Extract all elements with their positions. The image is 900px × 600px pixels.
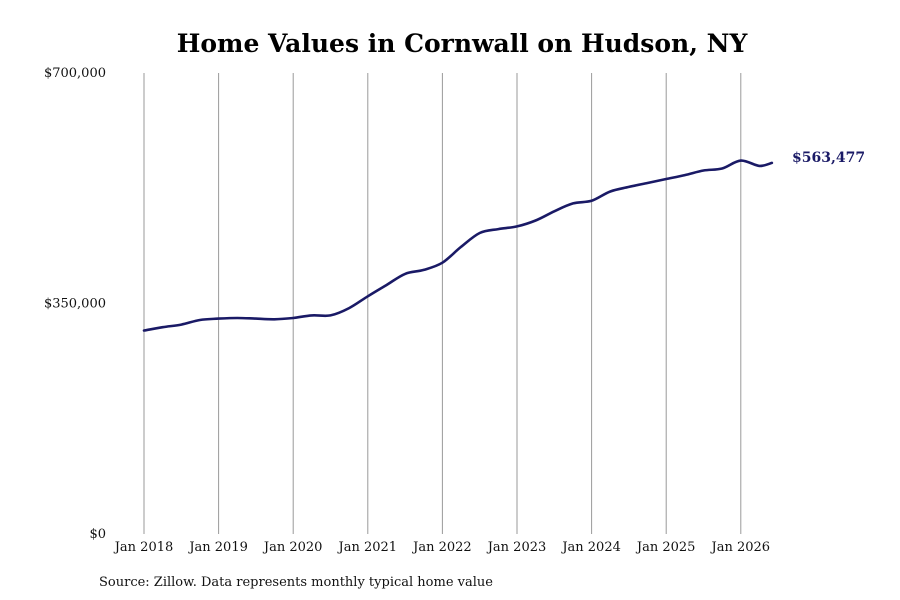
x-tick-label: Jan 2022 (411, 540, 472, 555)
x-tick-label: Jan 2021 (337, 540, 398, 555)
x-tick-label: Jan 2020 (262, 540, 323, 555)
x-tick-label: Jan 2024 (560, 540, 621, 555)
y-tick-label: $700,000 (44, 66, 106, 81)
source-note: Source: Zillow. Data represents monthly … (99, 575, 493, 590)
x-tick-label: Jan 2018 (113, 540, 174, 555)
x-tick-label: Jan 2023 (486, 540, 547, 555)
grid-layer (143, 73, 742, 534)
x-tick-label: Jan 2025 (635, 540, 696, 555)
series-line (142, 159, 774, 332)
x-tick-label: Jan 2026 (710, 540, 771, 555)
axis-layer: Jan 2018 Jan 2019 Jan 2020 Jan 2021 Jan 2022… (44, 66, 770, 555)
series-layer (142, 159, 774, 332)
y-tick-label: $350,000 (44, 297, 106, 312)
y-tick-label: $0 (89, 527, 106, 542)
end-value-label: $563,477 (792, 150, 865, 166)
chart-title: Home Values in Cornwall on Hudson, NY (177, 29, 749, 58)
x-tick-label: Jan 2019 (187, 540, 248, 555)
